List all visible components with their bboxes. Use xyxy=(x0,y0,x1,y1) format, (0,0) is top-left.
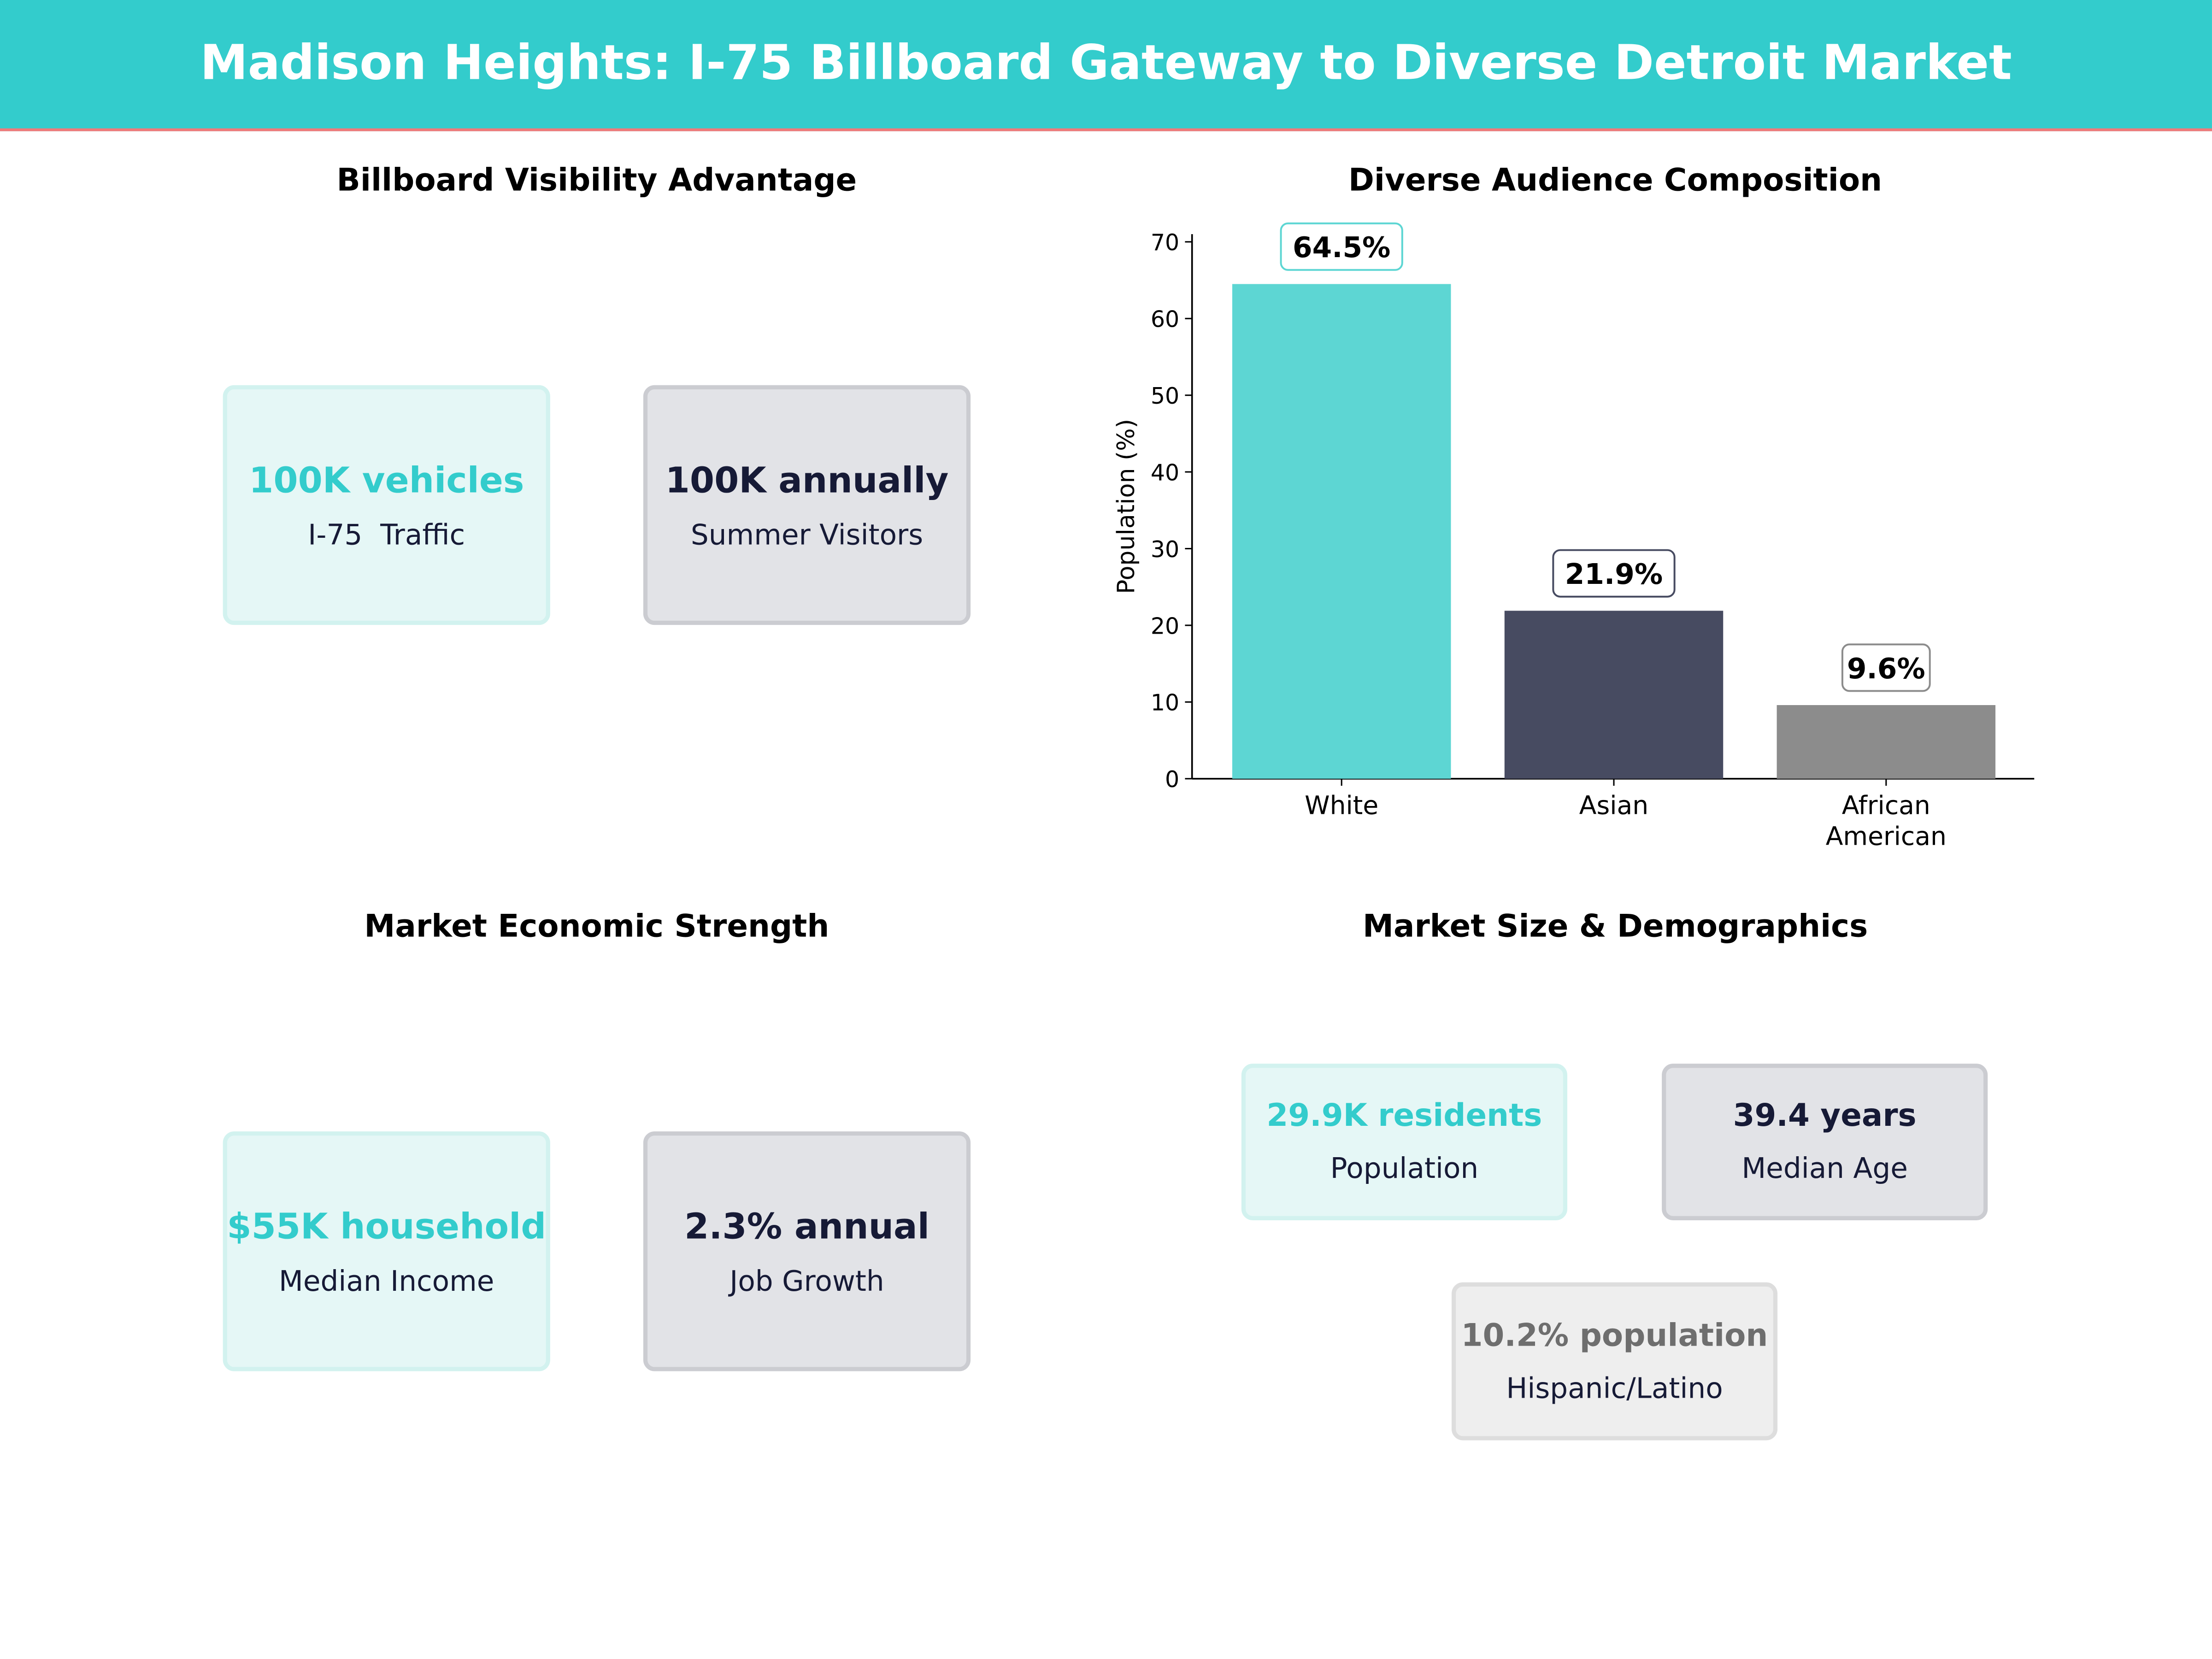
y-tick-label: 50 xyxy=(1151,383,1179,409)
y-tick-label: 60 xyxy=(1151,306,1179,333)
card-value: 39.4 years xyxy=(1733,1099,1917,1135)
income-card: $55K household Median Income xyxy=(223,1131,550,1371)
visibility-panel-title: Billboard Visibility Advantage xyxy=(336,164,857,199)
visitors-card: 100K annually Summer Visitors xyxy=(643,385,971,625)
x-tick-label: White xyxy=(1305,790,1378,820)
page-title: Madison Heights: I-75 Billboard Gateway … xyxy=(200,35,2012,92)
data-label-box xyxy=(1552,549,1676,598)
card-label: Median Income xyxy=(279,1263,494,1297)
y-tick-label: 40 xyxy=(1151,459,1179,486)
card-value: 100K annually xyxy=(665,459,949,500)
header-banner: Madison Heights: I-75 Billboard Gateway … xyxy=(0,0,2212,131)
card-label: Median Age xyxy=(1741,1151,1908,1185)
y-axis-label: Population (%) xyxy=(1112,419,1140,594)
job-growth-card: 2.3% annual Job Growth xyxy=(643,1131,971,1371)
bar-0 xyxy=(1232,284,1451,779)
bar-1 xyxy=(1504,611,1724,779)
y-tick-label: 10 xyxy=(1151,690,1179,716)
card-value: 10.2% population xyxy=(1461,1318,1768,1354)
card-value: 2.3% annual xyxy=(684,1205,930,1247)
card-value: $55K household xyxy=(227,1205,547,1247)
card-value: 29.9K residents xyxy=(1266,1099,1542,1135)
card-value: 100K vehicles xyxy=(249,459,524,500)
card-label: Population xyxy=(1330,1151,1479,1185)
data-label: 64.5% xyxy=(1293,231,1390,264)
y-tick-label: 30 xyxy=(1151,536,1179,563)
x-tick-label: African American xyxy=(1826,790,1947,851)
median-age-card: 39.4 years Median Age xyxy=(1662,1064,1988,1220)
hispanic-card: 10.2% population Hispanic/Latino xyxy=(1451,1282,1778,1441)
y-tick-label: 20 xyxy=(1151,613,1179,639)
card-label: Job Growth xyxy=(729,1263,884,1297)
card-label: Summer Visitors xyxy=(690,517,924,551)
traffic-card: 100K vehicles I-75 Traffic xyxy=(223,385,550,625)
chart-title: Diverse Audience Composition xyxy=(1348,164,1883,199)
bar-2 xyxy=(1777,705,1996,779)
x-tick-label: Asian xyxy=(1579,790,1648,820)
data-label-box xyxy=(1280,222,1403,271)
data-label: 9.6% xyxy=(1847,653,1925,685)
demographics-panel-title: Market Size & Demographics xyxy=(1362,910,1868,946)
population-card: 29.9K residents Population xyxy=(1241,1064,1567,1220)
data-label: 21.9% xyxy=(1565,558,1663,591)
card-label: Hispanic/Latino xyxy=(1506,1370,1723,1405)
card-label: I-75 Traffic xyxy=(308,517,465,551)
economic-panel-title: Market Economic Strength xyxy=(364,910,830,946)
data-label-box xyxy=(1841,643,1931,692)
y-tick-label: 70 xyxy=(1151,229,1179,256)
y-tick-label: 0 xyxy=(1165,766,1179,793)
